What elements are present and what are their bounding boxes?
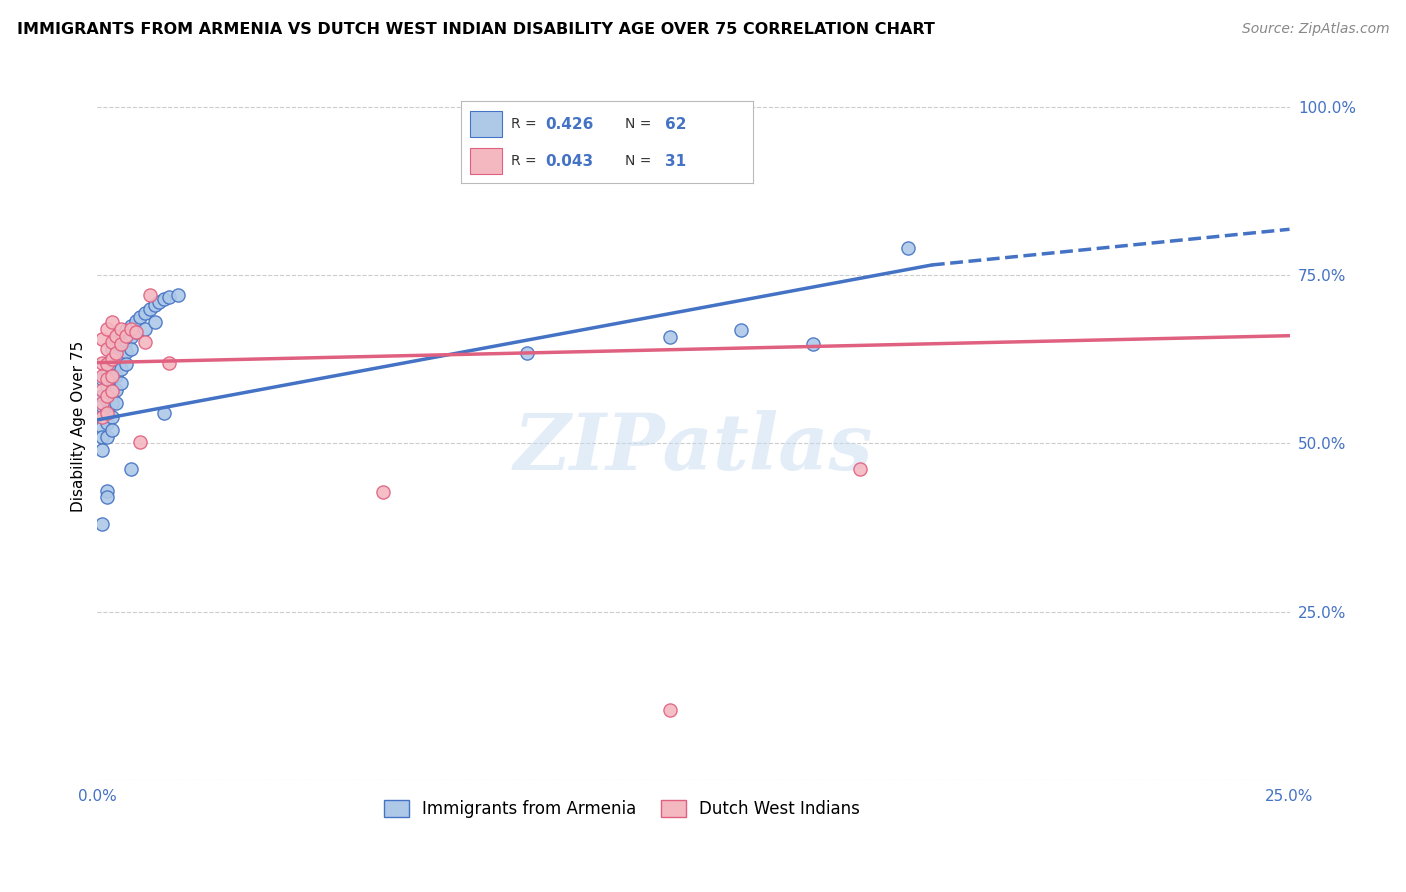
Point bbox=[110, 339, 132, 353]
Point bbox=[100, 384, 122, 398]
Point bbox=[730, 323, 752, 337]
Point bbox=[100, 423, 122, 437]
Point bbox=[91, 332, 114, 346]
Point bbox=[110, 328, 132, 343]
Point bbox=[96, 342, 118, 356]
Point bbox=[100, 315, 122, 329]
Point bbox=[91, 383, 114, 397]
Point bbox=[91, 430, 114, 444]
Point bbox=[105, 328, 128, 343]
Point bbox=[658, 702, 681, 716]
Point bbox=[105, 383, 128, 397]
Point bbox=[96, 372, 118, 386]
Point bbox=[110, 362, 132, 376]
Point bbox=[91, 389, 114, 403]
Point bbox=[105, 335, 128, 350]
Point bbox=[91, 396, 114, 410]
Point bbox=[91, 356, 114, 370]
Text: IMMIGRANTS FROM ARMENIA VS DUTCH WEST INDIAN DISABILITY AGE OVER 75 CORRELATION : IMMIGRANTS FROM ARMENIA VS DUTCH WEST IN… bbox=[17, 22, 935, 37]
Point bbox=[143, 315, 166, 329]
Point bbox=[157, 290, 180, 304]
Point bbox=[115, 357, 138, 371]
Point bbox=[120, 322, 142, 336]
Point bbox=[120, 342, 142, 356]
Point bbox=[105, 345, 128, 359]
Point bbox=[96, 322, 118, 336]
Point bbox=[96, 404, 118, 418]
Point bbox=[105, 369, 128, 384]
Point bbox=[129, 435, 152, 450]
Y-axis label: Disability Age Over 75: Disability Age Over 75 bbox=[72, 341, 86, 512]
Text: ZIPatlas: ZIPatlas bbox=[513, 409, 873, 486]
Point bbox=[124, 314, 146, 328]
Point bbox=[96, 379, 118, 393]
Point bbox=[110, 336, 132, 351]
Point bbox=[100, 335, 122, 350]
Point bbox=[897, 241, 920, 255]
Point bbox=[91, 419, 114, 434]
Point bbox=[515, 345, 537, 359]
Point bbox=[124, 326, 146, 340]
Point bbox=[96, 357, 118, 371]
Point bbox=[91, 400, 114, 414]
Legend: Immigrants from Armenia, Dutch West Indians: Immigrants from Armenia, Dutch West Indi… bbox=[377, 794, 868, 825]
Point bbox=[100, 372, 122, 386]
Text: Source: ZipAtlas.com: Source: ZipAtlas.com bbox=[1241, 22, 1389, 37]
Point bbox=[706, 153, 728, 168]
Point bbox=[849, 462, 872, 476]
Point bbox=[801, 336, 824, 351]
Point bbox=[110, 351, 132, 365]
Point bbox=[96, 417, 118, 431]
Point bbox=[100, 342, 122, 356]
Point bbox=[124, 326, 146, 340]
Point bbox=[91, 443, 114, 458]
Point bbox=[110, 376, 132, 390]
Point bbox=[100, 384, 122, 398]
Point bbox=[134, 306, 156, 320]
Point bbox=[91, 369, 114, 384]
Point bbox=[100, 396, 122, 410]
Point bbox=[91, 372, 114, 386]
Point bbox=[153, 292, 176, 306]
Point bbox=[110, 322, 132, 336]
Point bbox=[100, 352, 122, 367]
Point bbox=[134, 335, 156, 350]
Point bbox=[105, 396, 128, 410]
Point bbox=[91, 517, 114, 532]
Point bbox=[129, 310, 152, 324]
Point bbox=[96, 392, 118, 407]
Point bbox=[148, 295, 170, 310]
Point bbox=[115, 328, 138, 343]
Point bbox=[120, 330, 142, 344]
Point bbox=[105, 357, 128, 371]
Point bbox=[134, 322, 156, 336]
Point bbox=[96, 356, 118, 370]
Point bbox=[143, 298, 166, 312]
Point bbox=[96, 389, 118, 403]
Point bbox=[115, 344, 138, 359]
Point bbox=[167, 288, 190, 302]
Point bbox=[153, 406, 176, 420]
Point bbox=[139, 288, 162, 302]
Point bbox=[115, 323, 138, 337]
Point bbox=[96, 483, 118, 498]
Point bbox=[96, 366, 118, 380]
Point bbox=[100, 369, 122, 384]
Point bbox=[100, 409, 122, 424]
Point bbox=[100, 362, 122, 376]
Point bbox=[105, 345, 128, 359]
Point bbox=[157, 356, 180, 370]
Point bbox=[373, 485, 395, 500]
Point bbox=[120, 462, 142, 476]
Point bbox=[96, 430, 118, 444]
Point bbox=[91, 409, 114, 424]
Point bbox=[96, 491, 118, 505]
Point bbox=[100, 352, 122, 367]
Point bbox=[658, 330, 681, 344]
Point bbox=[91, 409, 114, 424]
Point bbox=[115, 334, 138, 348]
Point bbox=[139, 301, 162, 316]
Point bbox=[96, 406, 118, 420]
Point bbox=[120, 318, 142, 333]
